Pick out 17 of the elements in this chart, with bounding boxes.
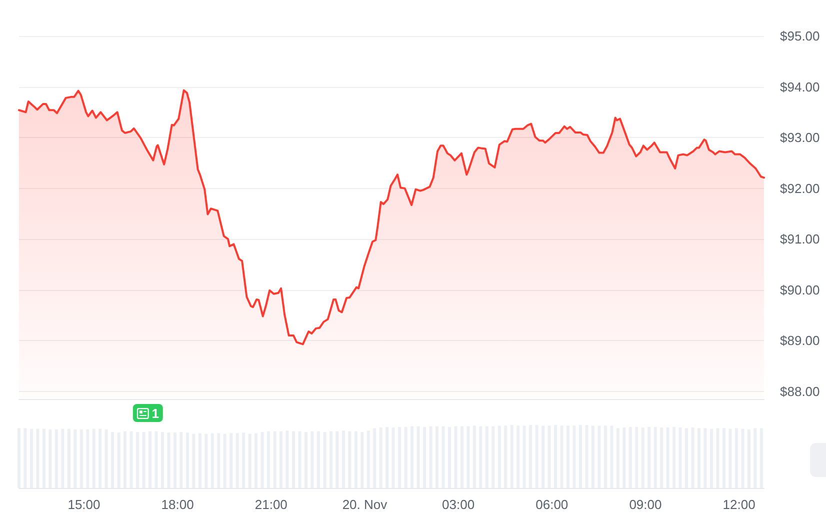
x-tick-label: 09:00 (629, 497, 662, 512)
y-tick-label: $89.00 (780, 333, 820, 348)
y-tick-label: $95.00 (780, 28, 820, 44)
y-tick-label: $93.00 (780, 130, 820, 146)
x-tick-label: 21:00 (254, 497, 288, 512)
y-tick-label: $91.00 (780, 232, 820, 247)
y-tick-label: $94.00 (780, 79, 820, 94)
y-tick-label: $92.00 (780, 180, 820, 196)
x-tick-label: 12:00 (722, 497, 756, 512)
y-tick-label: $90.00 (780, 282, 820, 298)
x-tick-label: 06:00 (536, 497, 568, 512)
x-tick-label: 18:00 (161, 497, 194, 512)
x-tick-label: 15:00 (68, 497, 100, 512)
x-tick-label: 03:00 (442, 497, 475, 512)
x-tick-label: 20. Nov (342, 497, 388, 512)
y-tick-label: $88.00 (780, 384, 820, 399)
annotation: 1 (152, 406, 160, 420)
